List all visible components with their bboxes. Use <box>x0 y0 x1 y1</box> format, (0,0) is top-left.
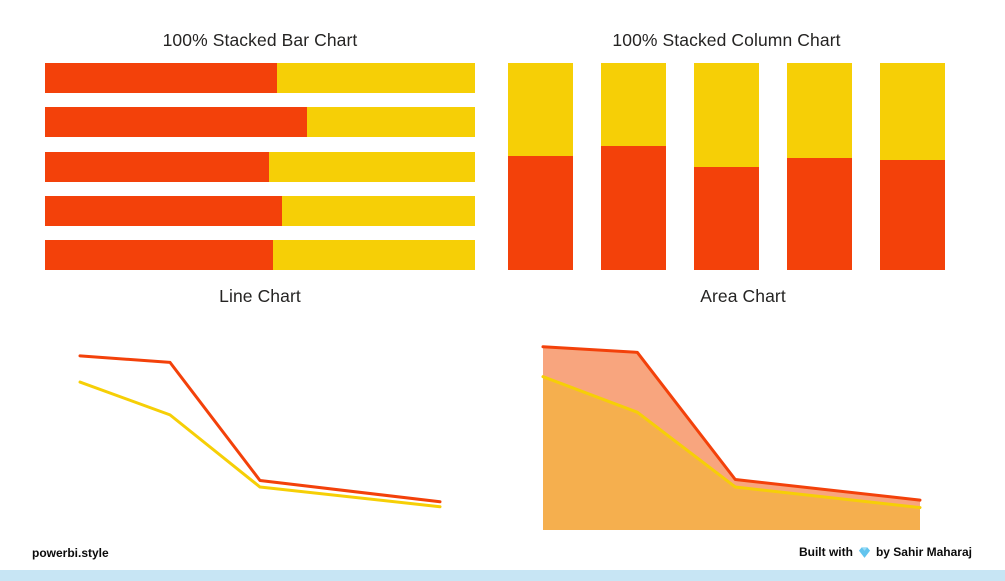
bar-segment-series-2 <box>272 240 475 270</box>
column-segment-series-2 <box>601 63 666 146</box>
column-segment-series-1 <box>694 166 759 270</box>
column-segment-series-1 <box>601 145 666 270</box>
bar-segment-series-1 <box>45 240 273 270</box>
bar-row <box>45 107 475 138</box>
area-fill-series-2 <box>543 376 920 530</box>
line-series-series-2 <box>78 380 442 509</box>
column-segment-series-1 <box>508 156 573 270</box>
column-segment-series-1 <box>880 160 945 270</box>
bar-segment-series-2 <box>281 195 475 226</box>
stacked-bar-chart-title: 100% Stacked Bar Chart <box>162 30 358 50</box>
credit-author-label: by Sahir Maharaj <box>875 545 972 559</box>
gem-icon <box>858 546 871 559</box>
column-segment-series-2 <box>508 63 573 157</box>
bar-row <box>45 240 475 270</box>
bar-segment-series-1 <box>45 195 282 226</box>
footer-credit[interactable]: Built with by Sahir Maharaj <box>799 545 972 559</box>
credit-prefix-label: Built with <box>798 545 853 559</box>
bar-row <box>45 195 475 226</box>
area-line-series-2 <box>541 375 922 510</box>
bar-row <box>45 63 475 93</box>
column <box>880 63 945 270</box>
column-segment-series-2 <box>787 63 852 159</box>
bar-row <box>45 151 475 182</box>
line-chart-title: Line Chart <box>219 286 301 306</box>
bar-segment-series-1 <box>45 107 308 138</box>
column-segment-series-2 <box>694 63 759 167</box>
area-line-series-1 <box>541 345 922 502</box>
line-series-series-1 <box>78 354 442 504</box>
bar-segment-series-2 <box>307 107 475 138</box>
area-chart-title: Area Chart <box>700 286 786 306</box>
footer-accent-bar <box>0 570 1005 581</box>
footer-brand[interactable]: powerbi.style <box>32 546 109 560</box>
column-segment-series-2 <box>880 63 945 161</box>
stacked-column-plot <box>508 63 945 270</box>
column <box>694 63 759 270</box>
line-chart-plot <box>78 354 442 509</box>
column <box>787 63 852 270</box>
bar-segment-series-2 <box>277 63 475 93</box>
bar-segment-series-1 <box>45 63 278 93</box>
area-chart-plot <box>541 345 922 530</box>
stacked-bar-plot <box>45 63 475 270</box>
column <box>508 63 573 270</box>
bar-segment-series-1 <box>45 151 269 182</box>
bar-segment-series-2 <box>268 151 475 182</box>
column-segment-series-1 <box>787 158 852 270</box>
column <box>601 63 666 270</box>
stacked-column-chart-title: 100% Stacked Column Chart <box>612 30 841 50</box>
